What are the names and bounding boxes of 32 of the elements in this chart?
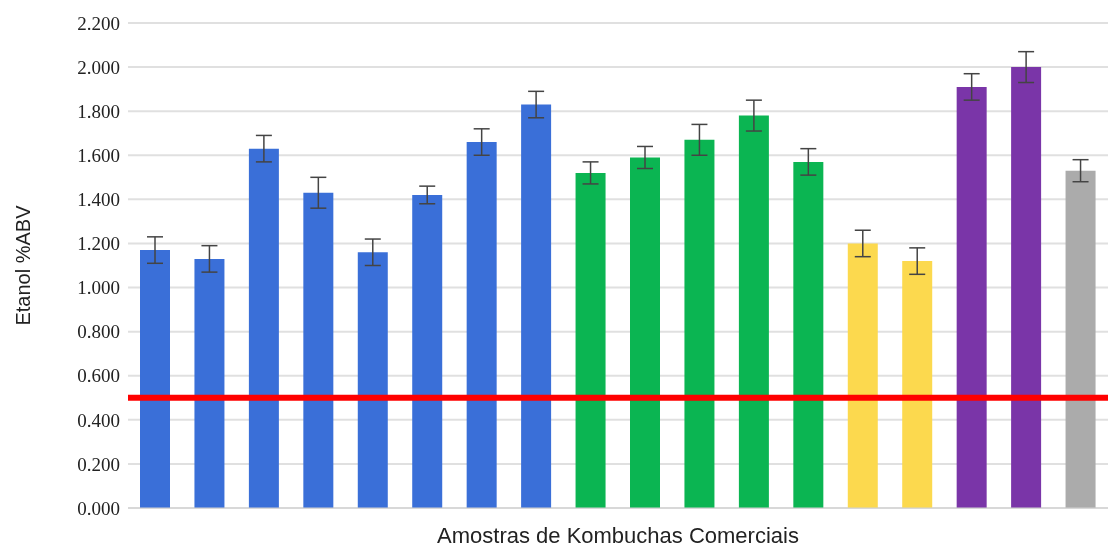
- y-tick-label: 2.000: [77, 56, 120, 78]
- y-tick-label: 0.200: [77, 453, 120, 475]
- bar: [956, 86, 987, 508]
- y-tick-label: 0.000: [77, 497, 120, 519]
- y-tick-label: 0.600: [77, 365, 120, 387]
- y-tick-label: 1.600: [77, 145, 120, 167]
- y-tick-label: 0.800: [77, 321, 120, 343]
- bar: [521, 104, 552, 508]
- y-tick-label: 1.200: [77, 233, 120, 255]
- bar: [357, 252, 388, 508]
- bar: [847, 243, 878, 508]
- bar: [630, 157, 660, 508]
- y-axis-title: Etanol %ABV: [12, 204, 35, 326]
- bar: [412, 194, 443, 508]
- y-tick-label: 2.200: [77, 12, 120, 34]
- bar: [902, 261, 933, 508]
- bar: [575, 172, 606, 508]
- bar: [303, 192, 334, 508]
- bar: [793, 161, 824, 508]
- bar: [1065, 170, 1096, 508]
- x-axis-title: Amostras de Kombuchas Comerciais: [437, 523, 799, 548]
- bar: [738, 115, 769, 508]
- y-tick-label: 1.800: [77, 100, 120, 122]
- y-tick-label: 0.400: [77, 409, 120, 431]
- bar: [194, 258, 225, 508]
- bar: [1011, 67, 1042, 508]
- bar: [248, 148, 279, 508]
- bar: [140, 250, 170, 508]
- y-tick-label: 1.000: [77, 277, 120, 299]
- bar: [466, 142, 497, 508]
- y-tick-label: 1.400: [77, 189, 120, 211]
- bar: [684, 139, 715, 508]
